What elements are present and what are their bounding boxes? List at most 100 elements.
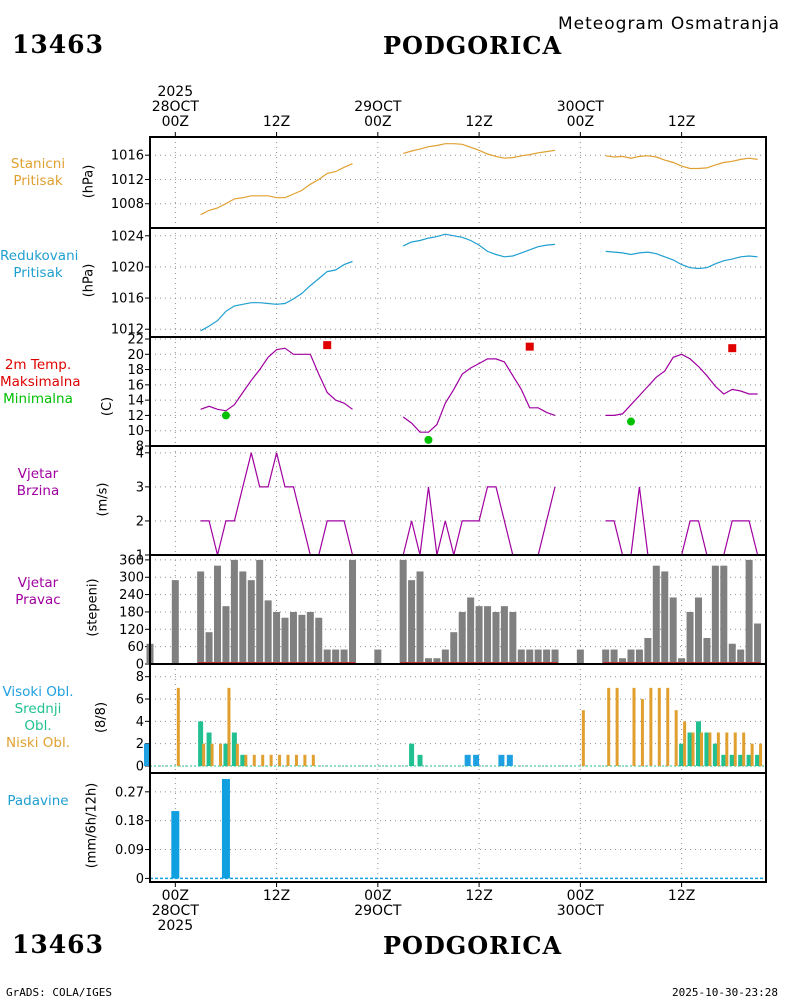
label-line: Pritisak xyxy=(13,173,63,189)
wind-direction-bar xyxy=(197,571,205,664)
cloud-bar xyxy=(649,687,653,766)
label-wind-speed: Vjetar Brzina xyxy=(0,466,76,500)
cloud-bar xyxy=(746,754,752,766)
y-tick-label: 2 xyxy=(136,514,144,529)
label-line: Pritisak xyxy=(13,265,63,281)
chart-subtitle: Meteogram Osmatranja xyxy=(558,14,781,34)
reduced_pressure-line xyxy=(200,260,353,332)
temperature-line xyxy=(200,347,353,412)
y-tick-label: 1008 xyxy=(111,197,144,212)
wind-direction-bar xyxy=(399,559,407,664)
y-tick-label: 0 xyxy=(136,872,144,887)
cloud-bar xyxy=(303,754,307,766)
label-station-pressure: Stanicni Pritisak xyxy=(0,156,76,190)
wind-direction-bar xyxy=(652,565,660,664)
wind-direction-bar xyxy=(635,649,643,664)
wind-direction-bar xyxy=(239,571,247,664)
wind-direction-bar xyxy=(745,559,753,664)
cloud-bar xyxy=(252,754,256,766)
cloud-bar xyxy=(687,732,693,766)
y-tick-label: 1 xyxy=(136,549,144,564)
time-axis-label-line: 00Z xyxy=(566,888,595,904)
wind-direction-bar xyxy=(214,565,222,664)
tmax-marker xyxy=(525,342,534,351)
cloud-bar xyxy=(311,754,315,766)
panel-frame xyxy=(149,336,767,447)
label-high-clouds: Visoki Obl. xyxy=(2,684,74,700)
time-axis-label-line: 12Z xyxy=(667,888,696,904)
wind-direction-bar xyxy=(467,597,475,664)
cloud-bar xyxy=(683,721,687,766)
cloud-bar xyxy=(278,754,282,766)
y-tick-label: 120 xyxy=(119,623,144,638)
wind-direction-bar xyxy=(517,649,525,664)
wind-direction-bar xyxy=(678,658,686,664)
wind-direction-bar xyxy=(644,637,652,664)
y-tick-label: 0.27 xyxy=(115,785,144,800)
time-axis-label: 12Z xyxy=(652,889,712,904)
wind-direction-bar xyxy=(205,632,213,664)
label-line: Brzina xyxy=(16,483,60,499)
y-tick-label: 20 xyxy=(127,348,144,363)
wind-direction-bar xyxy=(754,623,762,664)
time-axis-label-line: 2025 xyxy=(157,84,194,100)
wind-direction-bar xyxy=(222,606,230,664)
time-axis-label-line: 28OCT xyxy=(151,903,199,919)
label-temp: 2m Temp. xyxy=(4,357,72,373)
time-axis-label-line: 00Z xyxy=(364,888,392,904)
wind-direction-bar xyxy=(627,649,635,664)
wind-direction-bar xyxy=(416,571,424,664)
time-axis-label-line: 12Z xyxy=(262,888,291,904)
label-line: Vjetar xyxy=(17,466,59,482)
wind-direction-bar xyxy=(230,559,238,664)
temperature-line xyxy=(402,358,556,433)
precip-bar xyxy=(171,811,180,879)
cloud-bar xyxy=(464,754,471,766)
y-tick-label: 360 xyxy=(119,553,144,568)
y-tick-label: 12 xyxy=(127,409,144,424)
wind-direction-bar xyxy=(526,649,534,664)
time-axis-label: 12Z xyxy=(449,115,509,130)
cloud-bar xyxy=(581,710,585,766)
tmin-marker xyxy=(221,411,230,420)
label-line: Stanicni xyxy=(10,156,66,172)
panel-frame xyxy=(149,136,767,229)
time-axis-label-line: 00Z xyxy=(161,114,190,130)
cloud-bar xyxy=(674,710,678,766)
time-axis-label: 29OCT 00Z xyxy=(348,100,408,130)
wind_speed-line xyxy=(200,452,354,556)
y-tick-label: 4 xyxy=(136,446,144,461)
cloud-bar xyxy=(294,754,298,766)
cloud-bar xyxy=(286,754,290,766)
cloud-bar xyxy=(679,743,685,766)
cloud-bar xyxy=(261,754,265,766)
cloud-bar xyxy=(708,732,712,766)
cloud-bar xyxy=(240,754,246,766)
label-line: Padavine xyxy=(7,793,69,809)
wind-direction-bar xyxy=(298,614,306,664)
wind-direction-bar xyxy=(492,611,500,664)
time-axis-label: 12Z xyxy=(247,115,307,130)
time-axis-label-line: 28OCT xyxy=(151,99,199,115)
label-mid-clouds: Srednji Obl. xyxy=(14,701,62,734)
wind-direction-bar xyxy=(450,632,458,664)
wind-direction-bar xyxy=(576,649,584,664)
reduced_pressure-line xyxy=(402,233,556,258)
y-tick-label: 18 xyxy=(127,363,144,378)
cloud-bar xyxy=(712,743,718,766)
label-line: Redukovani xyxy=(0,248,79,264)
y-tick-label: 1012 xyxy=(111,323,144,338)
label-reduced-pressure: Redukovani Pritisak xyxy=(0,248,79,282)
y-tick-label: 1016 xyxy=(111,149,144,164)
cloud-bar xyxy=(198,721,204,766)
wind-direction-bar xyxy=(737,649,745,664)
wind-direction-bar xyxy=(340,649,348,664)
wind-direction-bar xyxy=(661,571,669,664)
wind-direction-bar xyxy=(281,617,289,664)
cloud-bar xyxy=(498,754,505,766)
cloud-bar xyxy=(615,687,619,766)
wind_speed-line xyxy=(605,486,759,556)
wind-direction-bar xyxy=(424,658,432,664)
footer-credit: GrADS: COLA/IGES xyxy=(6,986,112,999)
cloud-bar xyxy=(725,732,729,766)
